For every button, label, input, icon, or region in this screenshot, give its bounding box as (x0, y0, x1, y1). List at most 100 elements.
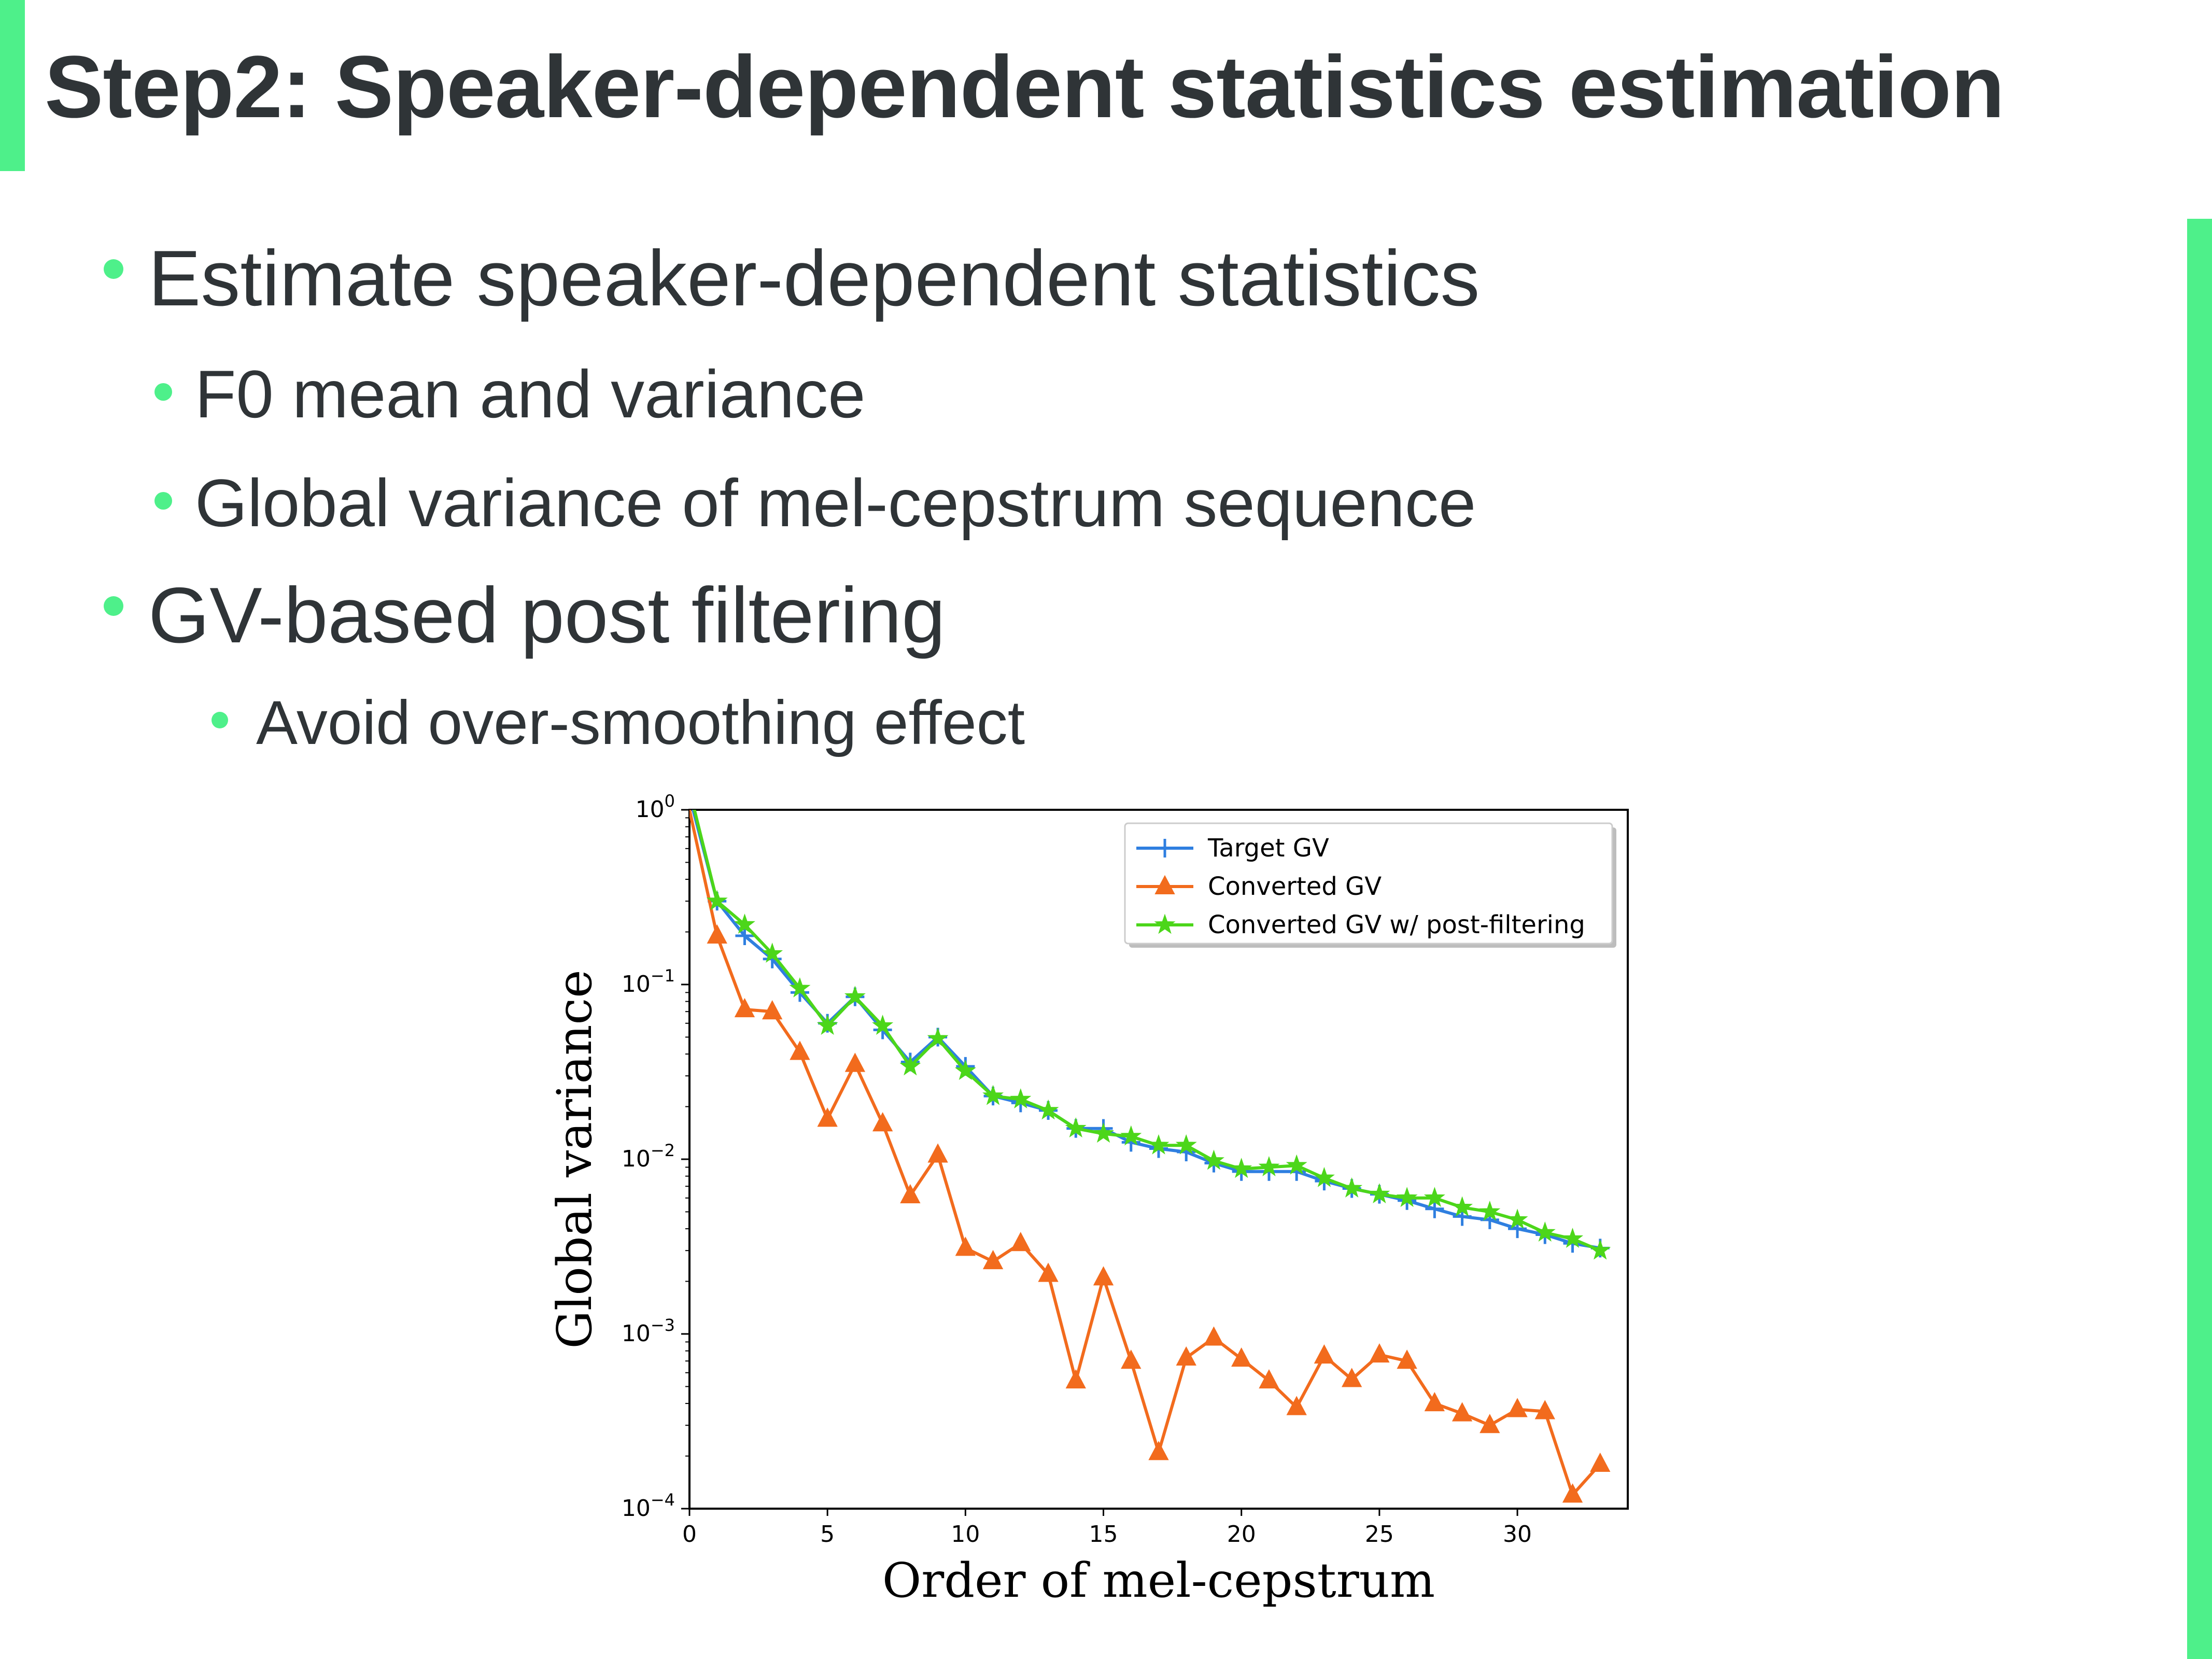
data-point (1154, 913, 1176, 934)
data-point (1259, 1369, 1279, 1389)
data-point (1314, 1344, 1335, 1364)
legend-label: Converted GV w/ post-filtering (1208, 910, 1585, 939)
data-point (1258, 1156, 1280, 1176)
data-point (1562, 1483, 1583, 1503)
data-point (1231, 1347, 1252, 1367)
data-point (762, 1000, 783, 1020)
data-point (1506, 1208, 1528, 1229)
data-point (927, 1143, 948, 1163)
x-tick-label: 25 (1365, 1521, 1394, 1548)
data-point (1313, 1166, 1335, 1187)
data-point (1176, 1346, 1196, 1366)
data-point (982, 1250, 1004, 1270)
data-point (1397, 1349, 1417, 1369)
data-point (1148, 1441, 1169, 1460)
data-point (1396, 1187, 1418, 1207)
data-point (1286, 1396, 1307, 1415)
data-point (734, 997, 755, 1018)
data-point (1065, 1117, 1087, 1138)
data-point (707, 924, 727, 944)
y-tick-label: 10−1 (622, 966, 675, 997)
data-point (955, 1236, 976, 1256)
data-point (1038, 1262, 1059, 1282)
left-accent-bar (0, 0, 25, 171)
data-point (1534, 1400, 1555, 1419)
y-axis-label: Global variance (547, 969, 602, 1348)
bullet-dot-icon (154, 383, 172, 401)
series-line (689, 810, 1602, 1498)
data-point (844, 986, 866, 1006)
bullet-dot-icon (212, 712, 228, 728)
series-star (693, 810, 1611, 1260)
y-tick-label: 10−4 (622, 1490, 675, 1522)
data-point (1562, 1228, 1584, 1248)
data-point (1452, 1402, 1473, 1422)
data-point (816, 1015, 838, 1035)
bullet-dot-icon (104, 596, 123, 616)
data-point (762, 943, 783, 963)
bullet-level3-1: Avoid over-smoothing effect (212, 687, 1025, 758)
data-point (1148, 1134, 1170, 1155)
data-point (899, 1055, 921, 1076)
legend-marker (1154, 875, 1175, 894)
data-point (1010, 1232, 1031, 1252)
y-tick-label: 10−3 (622, 1315, 675, 1347)
data-point (1424, 1187, 1445, 1207)
x-axis-label: Order of mel-cepstrum (882, 1553, 1435, 1608)
bullet-text: Avoid over-smoothing effect (256, 688, 1025, 757)
data-point (1037, 1099, 1059, 1120)
data-point (1341, 1368, 1362, 1387)
global-variance-chart: 0 5 10 15 20 25 30 100 10−1 10−2 10−3 10−4 Order of … (547, 791, 1629, 1608)
data-point (1589, 1239, 1611, 1260)
data-point (817, 1107, 838, 1127)
x-tick-label: 15 (1089, 1521, 1118, 1548)
data-point (1424, 1391, 1445, 1412)
bullet-level2-1: F0 mean and variance (154, 355, 866, 433)
data-point (1231, 1158, 1252, 1178)
data-point (927, 1027, 949, 1048)
data-point (1156, 839, 1174, 857)
x-tick-label: 10 (951, 1521, 980, 1548)
data-point (1286, 1154, 1307, 1175)
legend-marker (1156, 839, 1174, 857)
data-point (1093, 1266, 1114, 1286)
data-point (1534, 1221, 1556, 1242)
data-point (982, 1085, 1004, 1105)
legend-marker (1154, 913, 1176, 934)
data-point (872, 1015, 894, 1035)
bullet-level1-1: Estimate speaker-dependent statistics (104, 233, 1480, 324)
data-point (1452, 1196, 1473, 1217)
x-tick-label: 20 (1227, 1521, 1256, 1548)
bullet-text: Estimate speaker-dependent statistics (148, 234, 1480, 322)
x-tick-label: 5 (820, 1521, 835, 1548)
data-point (1425, 1199, 1444, 1218)
legend-label: Converted GV (1208, 872, 1382, 901)
bullet-level1-2: GV-based post filtering (104, 570, 946, 661)
bullet-text: GV-based post filtering (148, 571, 946, 659)
data-point (1590, 1452, 1611, 1472)
series-triangle (689, 810, 1611, 1503)
data-point (1369, 1343, 1390, 1363)
data-point (706, 890, 728, 910)
series-line (693, 810, 1601, 1252)
data-point (954, 1060, 976, 1080)
bullet-text: F0 mean and variance (195, 356, 866, 432)
bullet-dot-icon (104, 259, 123, 279)
data-point (1154, 875, 1175, 894)
data-point (789, 977, 811, 997)
data-point (734, 913, 755, 934)
data-point (1093, 1122, 1115, 1143)
y-tick-label: 100 (636, 791, 675, 823)
data-point (1369, 1183, 1390, 1204)
data-point (1203, 1149, 1224, 1170)
data-point (1175, 1134, 1197, 1155)
data-point (1341, 1177, 1363, 1198)
data-point (1065, 1369, 1086, 1389)
right-accent-bar (2187, 219, 2212, 1659)
data-point (1507, 1398, 1528, 1417)
bullet-level2-2: Global variance of mel-cepstrum sequence (154, 464, 1476, 542)
data-point (735, 926, 754, 946)
bullet-dot-icon (154, 492, 172, 510)
x-tick-label: 0 (682, 1521, 697, 1548)
data-point (872, 1112, 893, 1132)
